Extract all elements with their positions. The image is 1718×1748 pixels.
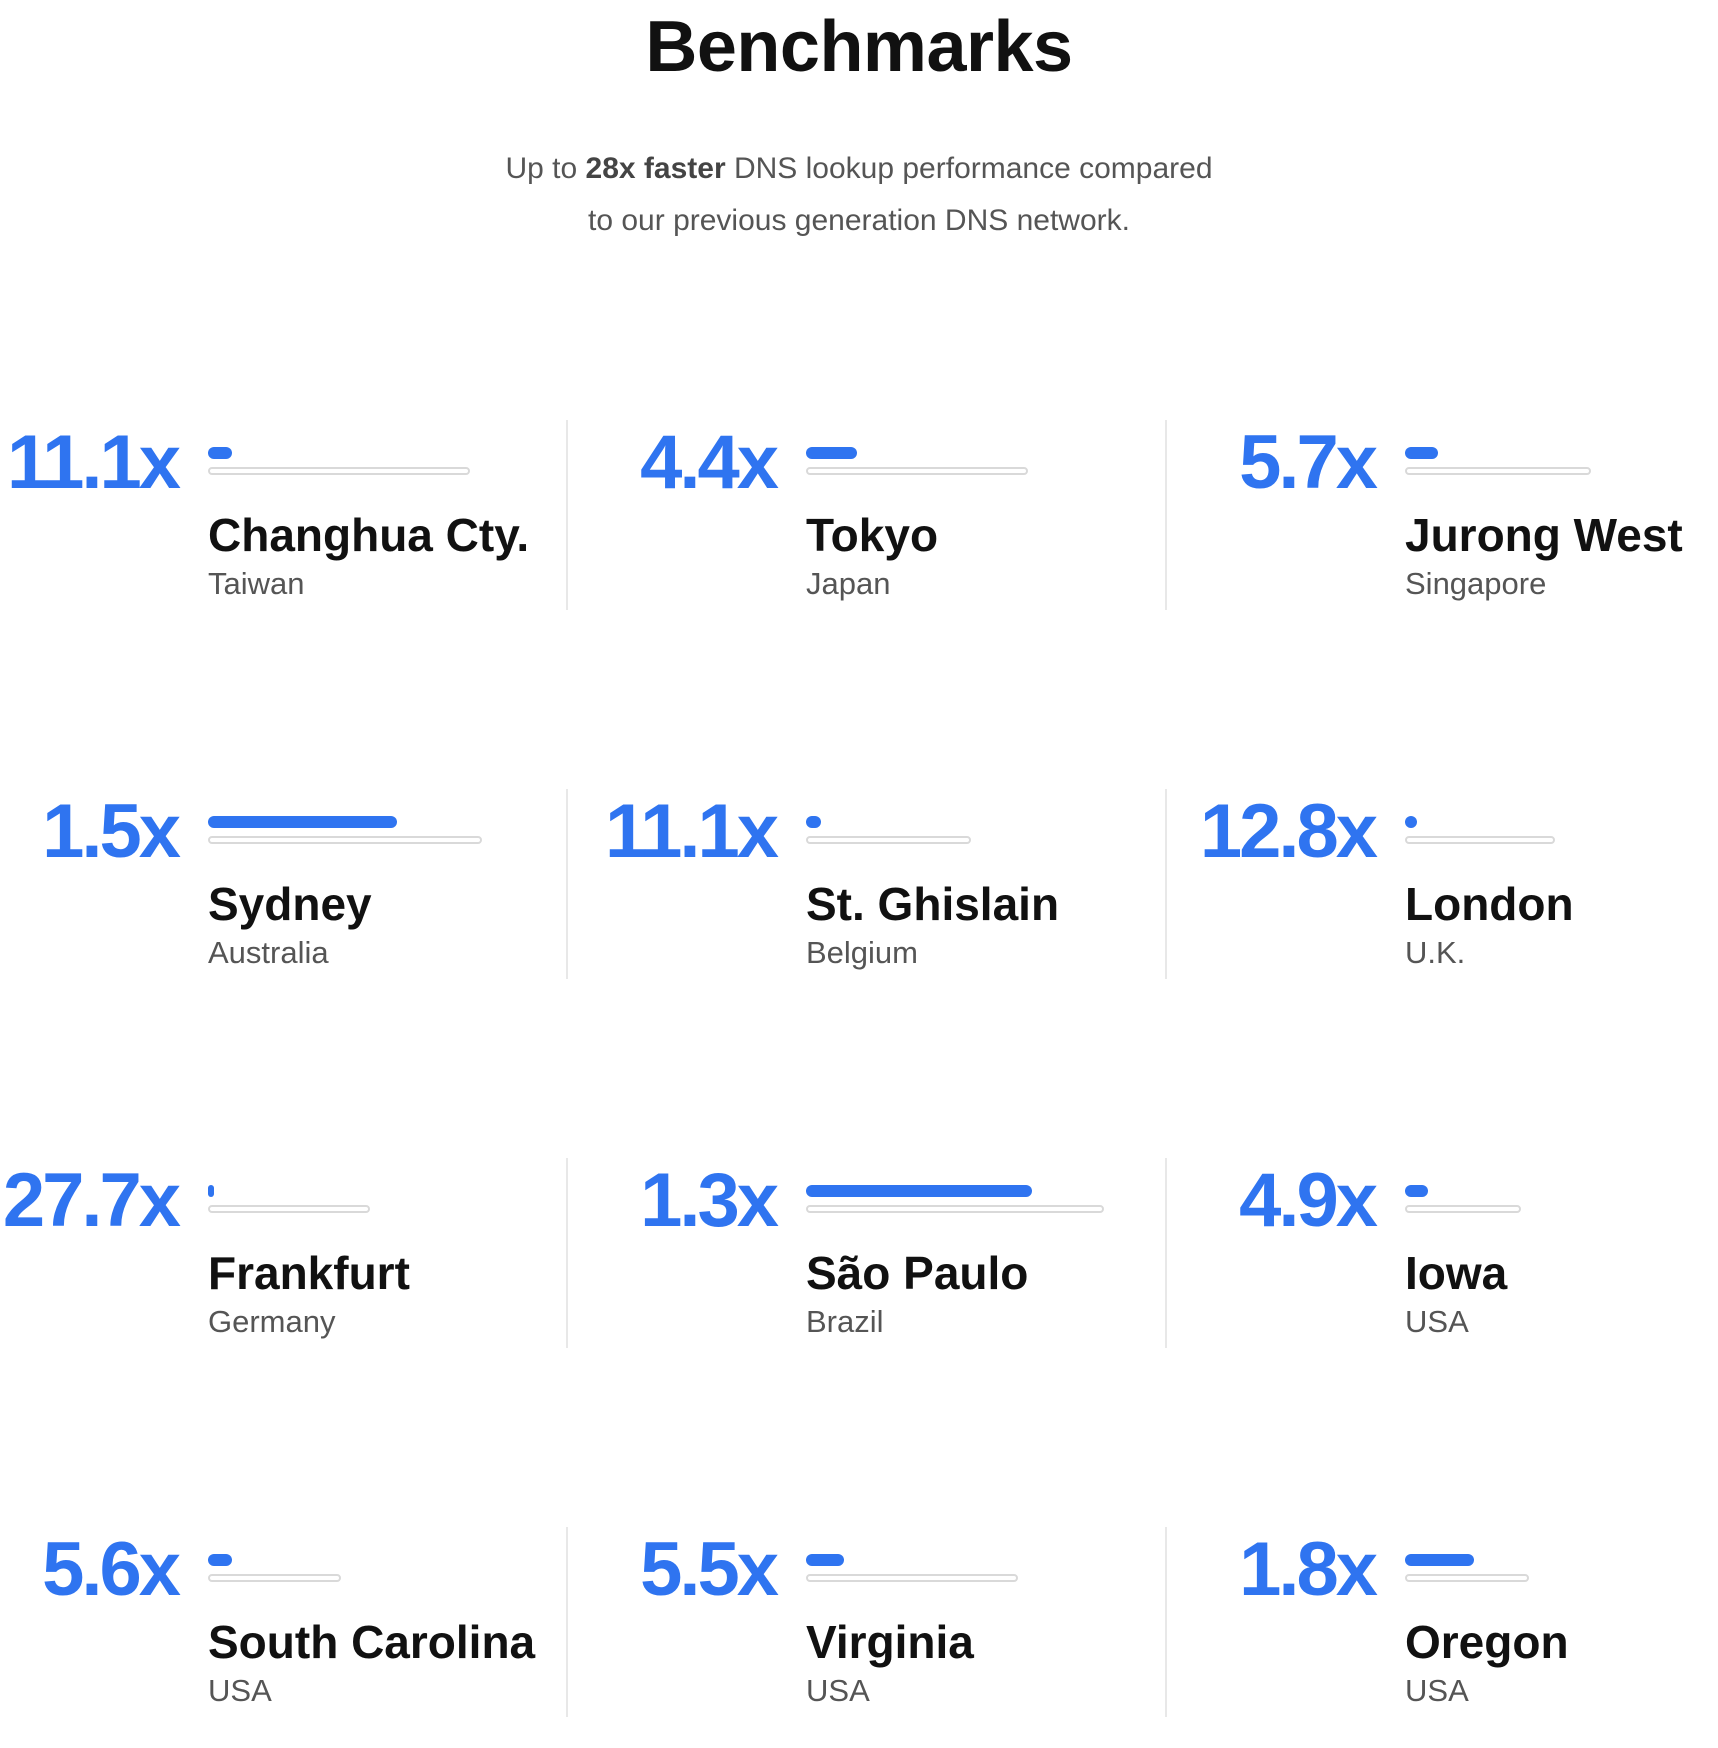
speedup-bar <box>1405 816 1555 856</box>
country-name: U.K. <box>1405 935 1466 970</box>
country-name: Singapore <box>1405 566 1547 601</box>
country-name: Brazil <box>806 1304 884 1339</box>
city-name: Oregon <box>1405 1616 1569 1668</box>
speedup-bar-track <box>806 836 971 844</box>
speedup-value: 11.1x <box>7 420 181 505</box>
country-name: Australia <box>208 935 329 970</box>
speedup-value: 27.7x <box>2 1158 181 1243</box>
speedup-bar <box>208 447 470 487</box>
speedup-value: 11.1x <box>605 789 779 874</box>
city-name: Virginia <box>806 1616 974 1668</box>
page-title: Benchmarks <box>645 7 1073 87</box>
speedup-value: 4.4x <box>640 420 779 505</box>
country-name: USA <box>208 1673 272 1708</box>
speedup-value: 1.5x <box>42 789 181 874</box>
speedup-bar <box>208 1185 370 1225</box>
benchmark-card: 11.1x St. Ghislain Belgium <box>598 789 1158 989</box>
city-name: London <box>1405 878 1574 930</box>
speedup-bar-track <box>1405 836 1555 844</box>
speedup-value: 1.3x <box>640 1158 779 1243</box>
subtitle-line2: to our previous generation DNS network. <box>588 204 1130 237</box>
speedup-bar-track <box>806 467 1028 475</box>
benchmark-card: 27.7x Frankfurt Germany <box>0 1158 560 1358</box>
speedup-bar <box>208 816 482 856</box>
city-name: Iowa <box>1405 1247 1508 1299</box>
subtitle-highlight: 28x faster <box>585 152 726 185</box>
city-name: St. Ghislain <box>806 878 1060 930</box>
benchmark-card: 1.5x Sydney Australia <box>0 789 560 989</box>
benchmark-card: 4.9x Iowa USA <box>1197 1158 1718 1358</box>
speedup-bar-track <box>806 1574 1018 1582</box>
speedup-value: 4.9x <box>1239 1158 1378 1243</box>
city-name: São Paulo <box>806 1247 1029 1299</box>
city-name: Frankfurt <box>208 1247 410 1299</box>
benchmark-card: 1.8x Oregon USA <box>1197 1527 1718 1727</box>
column-divider <box>566 789 568 979</box>
speedup-value: 5.6x <box>42 1527 181 1612</box>
column-divider <box>566 1158 568 1348</box>
speedup-bar-fill <box>806 816 821 828</box>
country-name: Belgium <box>806 935 918 970</box>
city-name: South Carolina <box>208 1616 536 1668</box>
speedup-value: 5.7x <box>1239 420 1378 505</box>
benchmark-card: 5.7x Jurong West Singapore <box>1197 420 1718 620</box>
benchmark-card: 5.5x Virginia USA <box>598 1527 1158 1727</box>
speedup-bar-track <box>208 836 482 844</box>
speedup-bar-track <box>806 1205 1104 1213</box>
speedup-value: 1.8x <box>1239 1527 1378 1612</box>
speedup-bar-track <box>208 1205 370 1213</box>
speedup-bar-fill <box>208 447 232 459</box>
country-name: USA <box>806 1673 870 1708</box>
country-name: Germany <box>208 1304 336 1339</box>
speedup-bar-track <box>1405 467 1591 475</box>
speedup-bar-fill <box>1405 816 1417 828</box>
column-divider <box>1165 1527 1167 1717</box>
speedup-bar-fill <box>806 447 857 459</box>
speedup-bar-fill <box>208 816 397 828</box>
country-name: USA <box>1405 1673 1469 1708</box>
speedup-bar-fill <box>806 1554 844 1566</box>
speedup-bar-fill <box>208 1554 232 1566</box>
speedup-bar-fill <box>1405 447 1438 459</box>
column-divider <box>566 1527 568 1717</box>
country-name: USA <box>1405 1304 1469 1339</box>
speedup-bar <box>806 816 971 856</box>
benchmark-card: 4.4x Tokyo Japan <box>598 420 1158 620</box>
country-name: Taiwan <box>208 566 305 601</box>
speedup-bar <box>1405 1554 1529 1594</box>
speedup-bar-track <box>208 1574 341 1582</box>
city-name: Changhua Cty. <box>208 509 530 561</box>
column-divider <box>1165 1158 1167 1348</box>
speedup-bar <box>1405 1185 1521 1225</box>
speedup-value: 5.5x <box>640 1527 779 1612</box>
benchmark-card: 5.6x South Carolina USA <box>0 1527 560 1727</box>
benchmark-card: 12.8x London U.K. <box>1197 789 1718 989</box>
subtitle-prefix: Up to <box>505 152 586 185</box>
city-name: Tokyo <box>806 509 939 561</box>
speedup-bar-fill <box>208 1185 214 1197</box>
benchmark-card: 1.3x São Paulo Brazil <box>598 1158 1158 1358</box>
speedup-bar <box>806 447 1028 487</box>
speedup-bar-track <box>208 467 470 475</box>
speedup-bar-fill <box>1405 1554 1474 1566</box>
column-divider <box>566 420 568 610</box>
city-name: Sydney <box>208 878 372 930</box>
column-divider <box>1165 789 1167 979</box>
subtitle-line1-rest: DNS lookup performance compared <box>725 152 1213 185</box>
speedup-bar <box>208 1554 341 1594</box>
speedup-bar <box>806 1185 1104 1225</box>
speedup-value: 12.8x <box>1199 789 1378 874</box>
speedup-bar-fill <box>806 1185 1032 1197</box>
speedup-bar-fill <box>1405 1185 1428 1197</box>
column-divider <box>1165 420 1167 610</box>
speedup-bar-track <box>1405 1574 1529 1582</box>
city-name: Jurong West <box>1405 509 1683 561</box>
subtitle: Up to 28x faster DNS lookup performance … <box>0 143 1718 247</box>
country-name: Japan <box>806 566 891 601</box>
speedup-bar <box>806 1554 1018 1594</box>
benchmark-card: 11.1x Changhua Cty. Taiwan <box>0 420 560 620</box>
speedup-bar <box>1405 447 1591 487</box>
speedup-bar-track <box>1405 1205 1521 1213</box>
